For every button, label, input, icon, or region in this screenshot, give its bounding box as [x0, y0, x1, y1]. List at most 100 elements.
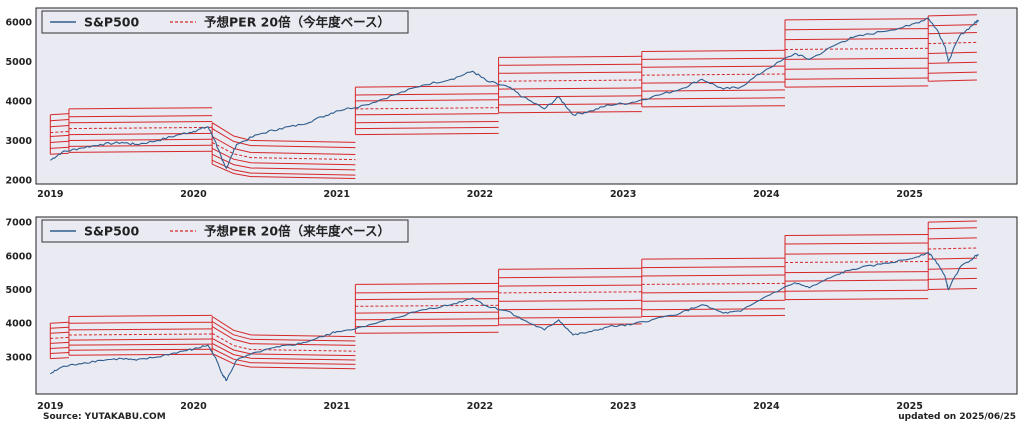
x-tick-label: 2020	[180, 401, 207, 412]
x-tick-label: 2021	[324, 401, 350, 412]
y-tick-label: 6000	[6, 17, 33, 28]
x-tick-label: 2023	[610, 401, 636, 412]
per-band-line	[355, 318, 499, 321]
per-band-line	[784, 47, 929, 50]
per-band-line	[928, 257, 977, 260]
per-band-line	[498, 291, 642, 294]
per-band-line	[641, 97, 786, 100]
legend-label-per: 予想PER 20倍（来年度ベース）	[204, 224, 390, 239]
x-tick-label: 2024	[753, 401, 780, 412]
x-tick-label: 2024	[753, 189, 780, 200]
per-band-line	[928, 24, 977, 27]
per-band-line	[784, 18, 929, 21]
y-tick-label: 7000	[6, 218, 33, 229]
per-band-line	[641, 282, 786, 285]
per-band-line	[355, 132, 499, 136]
per-band-line	[211, 153, 356, 171]
updated-note: updated on 2025/06/25	[898, 412, 1016, 422]
per-band-line	[784, 28, 929, 31]
x-tick-label: 2025	[896, 401, 922, 412]
legend: S&P500 予想PER 20倍（今年度ベース）	[41, 10, 409, 34]
per-band-line	[498, 323, 642, 326]
per-band-line	[784, 67, 929, 70]
per-band-line	[928, 288, 977, 290]
per-band-line	[68, 126, 213, 130]
per-band-line	[928, 14, 977, 17]
per-band-line	[68, 353, 213, 356]
per-band-line	[50, 326, 69, 329]
per-band-line	[641, 257, 786, 260]
per-band-line	[355, 325, 499, 328]
per-band-line	[50, 134, 69, 137]
per-band-line	[928, 61, 977, 64]
per-band-line	[498, 63, 642, 66]
per-band-line	[211, 337, 356, 357]
per-band-line	[784, 289, 929, 292]
per-band-line	[50, 321, 69, 324]
per-band-line	[498, 284, 642, 287]
per-band-line	[211, 128, 356, 149]
per-band-line	[211, 348, 356, 365]
per-band-line	[641, 57, 786, 60]
per-band-line	[784, 261, 929, 263]
x-tick-label: 2021	[324, 189, 350, 200]
y-tick-label: 3000	[6, 136, 33, 147]
x-tick-label: 2019	[37, 401, 63, 412]
legend-label-sp500: S&P500	[84, 15, 139, 30]
per-band-line	[355, 331, 499, 334]
per-band-line	[641, 105, 786, 108]
per-band-line	[211, 342, 356, 361]
per-band-line	[211, 136, 356, 155]
per-band-line	[928, 220, 977, 223]
per-band-line	[498, 299, 642, 302]
per-band-line	[355, 311, 499, 314]
legend: S&P500 予想PER 20倍（来年度ベース）	[41, 219, 409, 243]
per-band-line	[641, 49, 786, 52]
per-band-line	[50, 357, 69, 360]
per-band-line	[641, 81, 786, 84]
y-tick-label: 2000	[6, 176, 33, 187]
per-band-line	[68, 107, 213, 110]
per-band-line	[784, 271, 929, 274]
per-band-line	[641, 274, 786, 277]
per-band-line	[211, 326, 356, 346]
per-band-line	[498, 87, 642, 90]
per-band-line	[211, 122, 356, 143]
per-band-line	[50, 119, 69, 122]
per-band-line	[355, 304, 499, 307]
per-band-line	[50, 146, 69, 149]
per-band-line	[355, 282, 499, 285]
per-band-line	[50, 130, 69, 134]
per-band-line	[498, 316, 642, 319]
per-band-line	[211, 147, 356, 166]
per-band-line	[784, 38, 929, 41]
per-band-line	[68, 333, 213, 336]
per-band-line	[50, 113, 69, 116]
chart-panel-2: 3000 4000 5000 6000 7000 2019 2020 2021 2022 2023…	[6, 216, 1018, 412]
per-band-line	[928, 32, 977, 35]
per-band-line	[68, 338, 213, 341]
per-band-line	[641, 291, 786, 294]
per-band-line	[928, 79, 977, 82]
per-band-line	[784, 242, 929, 245]
per-band-line	[784, 298, 929, 301]
legend-box	[41, 219, 409, 243]
per-band-line	[784, 279, 929, 282]
per-band-line	[355, 126, 499, 130]
per-band-line	[928, 247, 977, 250]
plot-area	[35, 216, 1018, 395]
per-band-line	[355, 291, 499, 294]
per-band-line	[50, 352, 69, 354]
per-band-line	[928, 237, 977, 240]
y-tick-label: 5000	[6, 57, 33, 68]
per-band-line	[50, 336, 69, 339]
per-band-line	[641, 89, 786, 92]
per-band-line	[50, 140, 69, 143]
per-band-line	[211, 321, 356, 342]
per-band-line	[928, 71, 977, 74]
legend-label-per: 予想PER 20倍（今年度ベース）	[204, 15, 390, 30]
per-band-line	[498, 276, 642, 279]
per-band-line	[641, 73, 786, 76]
per-band-line	[641, 299, 786, 302]
x-tick-label: 2025	[896, 189, 922, 200]
